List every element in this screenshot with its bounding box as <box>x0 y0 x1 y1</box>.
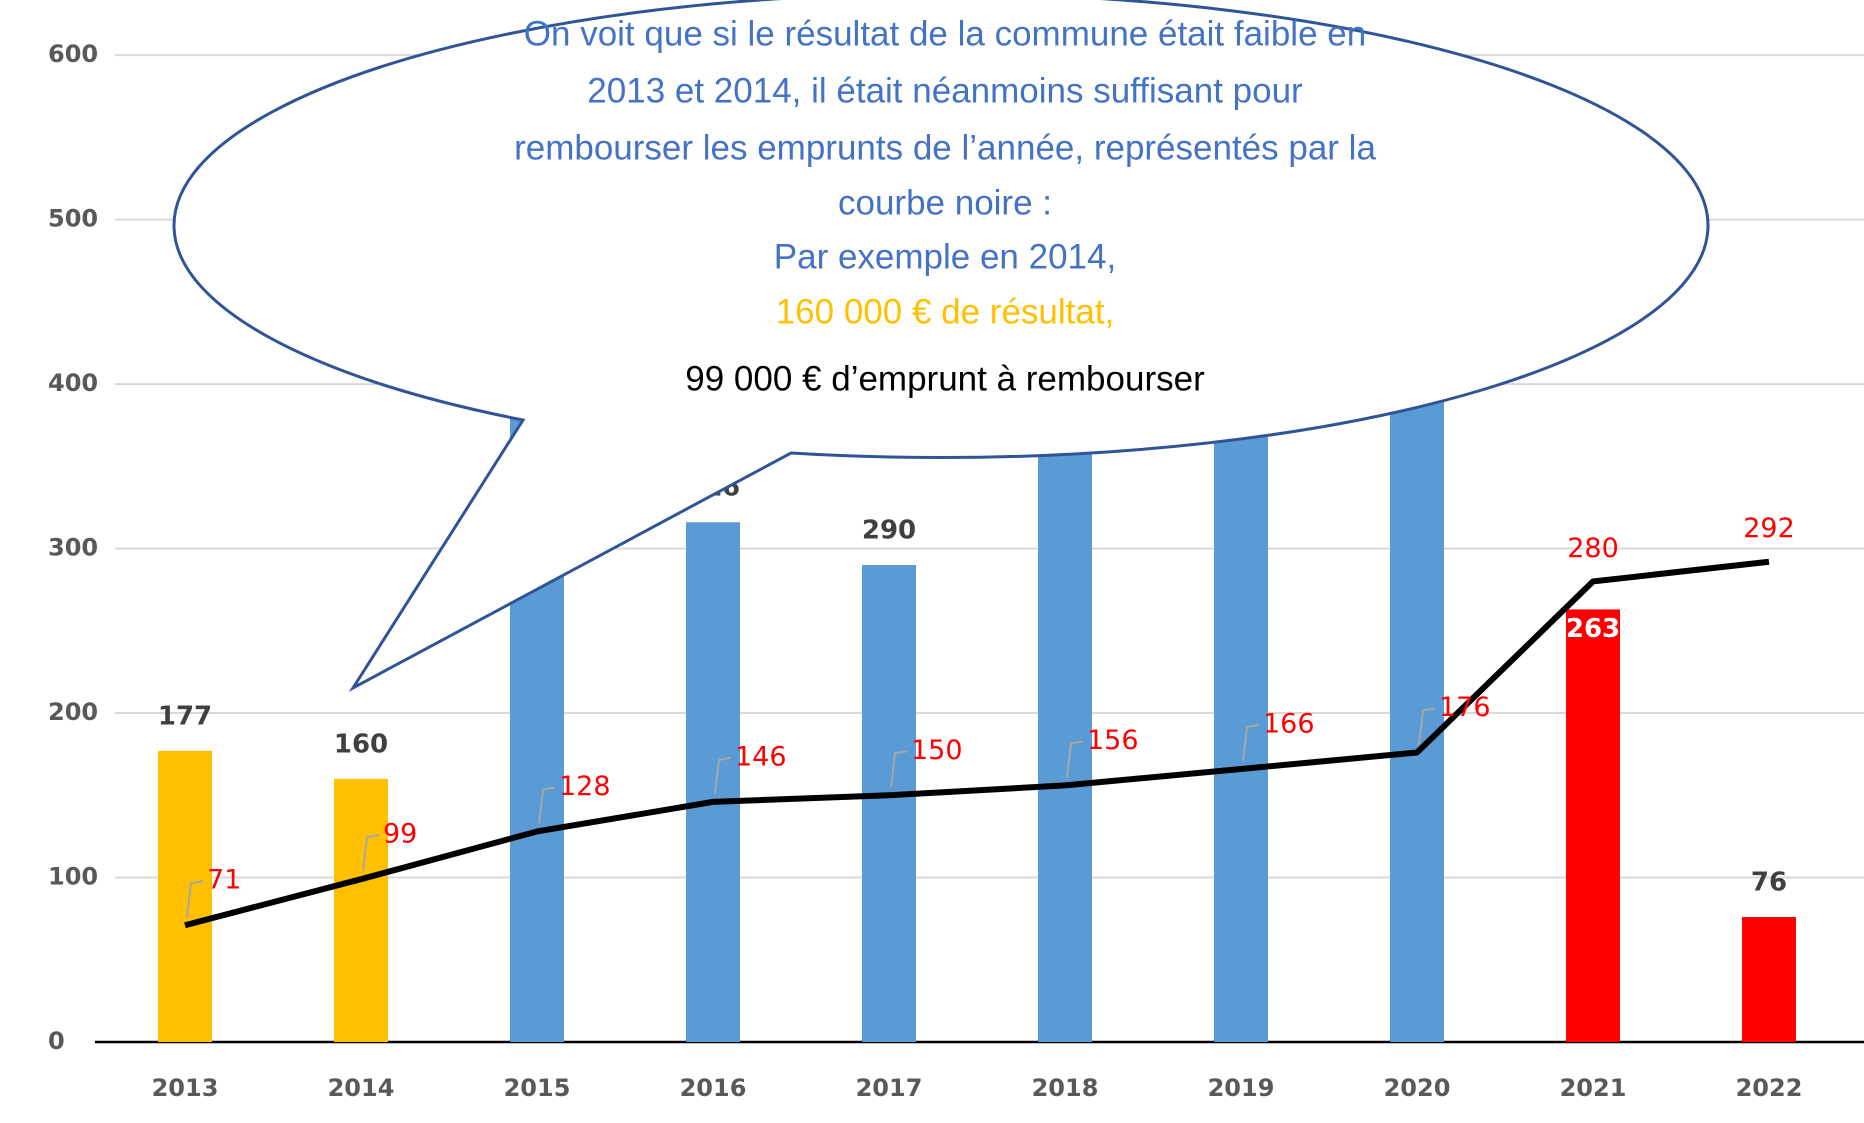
line-value-label: 99 <box>383 819 417 850</box>
annotation-line: Par exemple en 2014, <box>774 237 1116 276</box>
x-tick-label: 2016 <box>680 1074 747 1102</box>
bar <box>334 778 388 1042</box>
x-tick-label: 2014 <box>328 1074 395 1102</box>
line-value-label: 292 <box>1743 513 1795 544</box>
leader-line <box>890 750 908 788</box>
y-tick-label: 0 <box>48 1027 65 1055</box>
leader-line <box>714 756 732 794</box>
x-tick-label: 2013 <box>152 1074 219 1102</box>
leader-line <box>186 880 204 918</box>
annotation-line: courbe noire : <box>838 183 1052 222</box>
bar <box>1566 609 1620 1042</box>
bar <box>1390 334 1444 1043</box>
bar <box>862 565 916 1042</box>
leader-line <box>362 834 380 872</box>
line-value-label: 150 <box>911 735 963 766</box>
bar-value-label: 263 <box>1566 614 1620 644</box>
x-tick-label: 2020 <box>1384 1074 1451 1102</box>
line-value-label: 166 <box>1263 708 1315 739</box>
leader-line <box>1242 723 1260 762</box>
line <box>184 558 1770 929</box>
bar-value-label: 290 <box>862 516 916 546</box>
bar-value-label: 76 <box>1751 867 1787 897</box>
line-value-label: 156 <box>1087 725 1139 756</box>
bar-value-label: 160 <box>334 729 388 759</box>
bar <box>158 750 212 1042</box>
y-tick-label: 100 <box>48 863 98 891</box>
leader-line <box>538 786 556 824</box>
leader-line <box>1066 740 1084 778</box>
line-value-label: 128 <box>559 771 611 802</box>
line-value-label: 146 <box>735 741 787 772</box>
bar <box>1742 916 1796 1042</box>
bar <box>1214 351 1268 1043</box>
bar <box>1038 384 1092 1043</box>
x-tick-label: 2019 <box>1208 1074 1275 1102</box>
y-tick-label: 400 <box>48 369 98 397</box>
annotation-line: On voit que si le résultat de la commune… <box>524 14 1366 53</box>
line-value-label: 71 <box>207 865 241 896</box>
bar <box>686 522 740 1042</box>
annotation-line: 2013 et 2014, il était néanmoins suffisa… <box>587 71 1303 110</box>
y-tick-label: 600 <box>48 40 98 68</box>
x-tick-label: 2021 <box>1560 1074 1627 1102</box>
x-tick-label: 2015 <box>504 1074 571 1102</box>
leader-line <box>1418 707 1436 745</box>
line-value-label: 280 <box>1567 533 1619 564</box>
line-value-label: 176 <box>1439 692 1491 723</box>
annotation-line: 99 000 € d’emprunt à rembourser <box>685 359 1205 398</box>
y-tick-label: 200 <box>48 698 98 726</box>
y-tick-label: 500 <box>48 205 98 233</box>
x-tick-label: 2022 <box>1736 1074 1803 1102</box>
annotation-line: rembourser les emprunts de l’année, repr… <box>514 128 1376 167</box>
annotation-line: 160 000 € de résultat, <box>776 292 1115 331</box>
speech-bubble <box>172 0 1710 693</box>
x-tick-label: 2017 <box>856 1074 923 1102</box>
x-tick-label: 2018 <box>1032 1074 1099 1102</box>
y-tick-label: 300 <box>48 534 98 562</box>
bar-value-label: 177 <box>158 701 212 731</box>
